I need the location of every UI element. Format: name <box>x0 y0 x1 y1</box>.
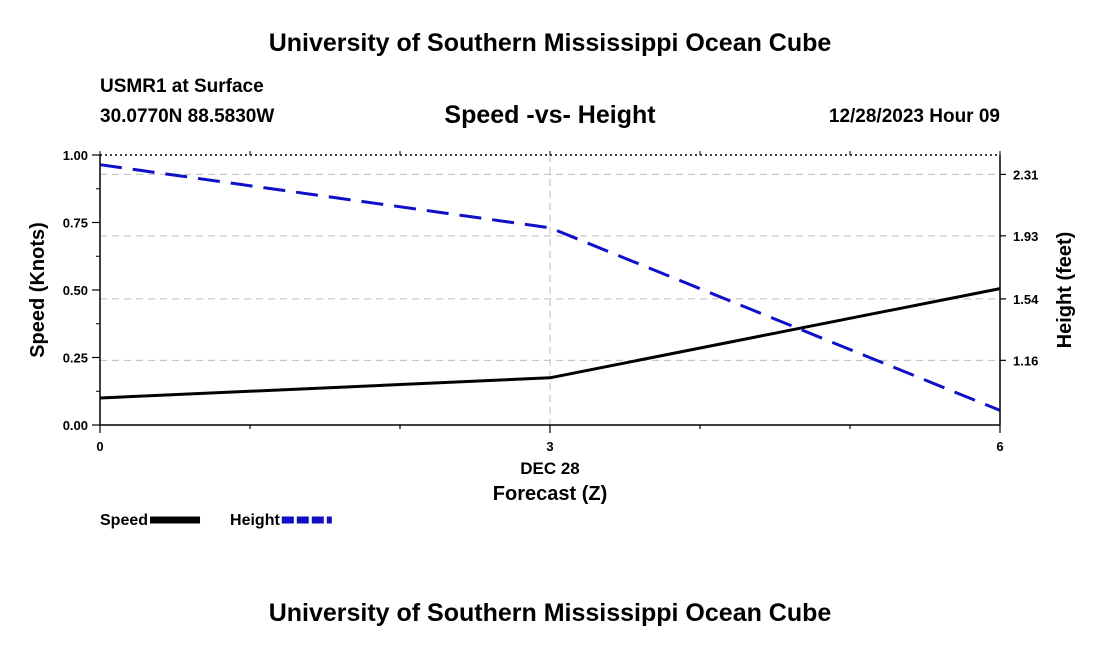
grid-lines <box>100 155 1000 425</box>
page-title: University of Southern Mississippi Ocean… <box>268 29 832 57</box>
x-date-label: DEC 28 <box>520 459 580 478</box>
series-line-speed <box>99 287 1001 400</box>
x-axis-label: Forecast (Z) <box>493 483 607 505</box>
left-tick-label: 0.00 <box>63 418 88 433</box>
bottom-tick-label: 3 <box>546 439 553 454</box>
series-layer <box>99 163 1001 412</box>
left-tick-label: 0.50 <box>63 283 88 298</box>
right-tick-label: 1.93 <box>1013 229 1038 244</box>
tick-marks <box>92 151 1006 433</box>
right-tick-label: 1.54 <box>1013 292 1039 307</box>
station-label: USMR1 at Surface <box>100 76 264 97</box>
left-tick-label: 0.25 <box>63 351 88 366</box>
right-tick-label: 1.16 <box>1013 353 1038 368</box>
left-tick-label: 1.00 <box>63 148 88 163</box>
y-axis-label-left: Speed (Knots) <box>27 222 49 358</box>
forecast-datetime: 12/28/2023 Hour 09 <box>828 106 1000 127</box>
y-axis-label-right: Height (feet) <box>1054 232 1076 349</box>
legend-label-height: Height <box>230 512 280 529</box>
bottom-tick-label: 6 <box>996 439 1003 454</box>
coordinates-label: 30.0770N 88.5830W <box>100 106 275 127</box>
tick-labels: 0.00 0.25 0.50 0.75 1.00 1.16 1.54 1.93 2.31 0 3 6 D… <box>27 148 1076 505</box>
footer-title: University of Southern Mississippi Ocean… <box>268 599 832 627</box>
chart-title: Speed -vs- Height <box>444 101 656 129</box>
left-tick-label: 0.75 <box>63 216 88 231</box>
right-tick-label: 2.31 <box>1013 167 1038 182</box>
bottom-tick-label: 0 <box>96 439 103 454</box>
legend: Speed Height <box>100 512 332 529</box>
series-line-height <box>99 163 1001 412</box>
legend-label-speed: Speed <box>100 512 148 529</box>
